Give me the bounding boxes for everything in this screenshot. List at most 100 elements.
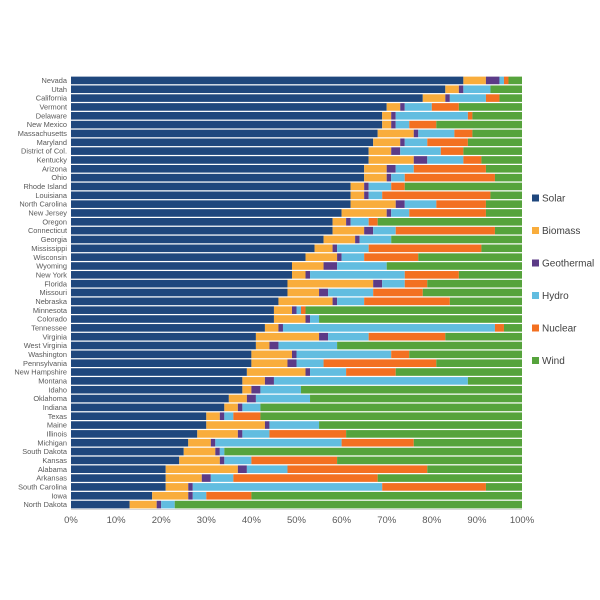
bar-segment-michigan-solar (71, 438, 189, 447)
bar-segment-ohio-nuclear (404, 173, 495, 182)
x-tick-label: 80% (422, 515, 442, 526)
bar-row-massachusetts (71, 129, 522, 138)
bar-segment-california-hydro (449, 94, 486, 102)
bar-row-new-mexico (71, 120, 522, 129)
bar-segment-minnesota-solar (71, 306, 274, 314)
bar-segment-montana-hydro (273, 377, 468, 385)
bar-segment-michigan-wind (413, 438, 522, 447)
bar-segment-maryland-hydro (404, 138, 428, 147)
bar-segment-alabama-nuclear (287, 465, 428, 474)
bar-segment-california-solar (71, 94, 423, 102)
bar-segment-connecticut-solar (71, 226, 333, 235)
bar-row-colorado (71, 315, 522, 323)
bar-row-pennsylvania (71, 359, 522, 367)
category-label: Missouri (39, 288, 67, 297)
bar-segment-north-carolina-hydro (404, 200, 437, 208)
bar-segment-oklahoma-wind (310, 394, 522, 403)
bar-segment-new-jersey-wind (485, 209, 522, 217)
category-label: South Carolina (18, 483, 68, 492)
bar-segment-idaho-wind (301, 385, 522, 394)
bar-segment-tennessee-hydro (282, 324, 495, 332)
bar-segment-florida-hydro (382, 279, 405, 288)
bar-segment-illinois-nuclear (269, 430, 347, 438)
bar-segment-idaho-solar (71, 385, 243, 394)
bar-row-south-carolina (71, 483, 522, 491)
bar-segment-vermont-nuclear (431, 103, 459, 111)
bar-segment-maryland-solar (71, 138, 374, 147)
bar-segment-arkansas-nuclear (233, 474, 378, 482)
x-tick-label: 40% (242, 515, 262, 526)
bar-segment-georgia-hydro (359, 235, 392, 244)
bar-segment-maryland-nuclear (427, 138, 468, 147)
bar-row-oklahoma (71, 394, 522, 403)
bar-segment-nebraska-wind (449, 297, 522, 306)
bar-segment-oregon-nuclear (368, 218, 378, 226)
bar-segment-south-dakota-solar (71, 447, 184, 456)
bar-segment-wisconsin-geothermal (337, 253, 342, 261)
category-label: Virginia (42, 332, 67, 341)
bar-segment-pennsylvania-biomass (251, 359, 288, 367)
bar-row-utah (71, 85, 522, 94)
bar-segment-nevada-geothermal (485, 76, 500, 85)
legend-label: Biomass (542, 226, 580, 237)
bar-segment-texas-geothermal (219, 412, 225, 421)
bar-segment-tennessee-geothermal (278, 324, 283, 332)
bar-segment-pennsylvania-nuclear (323, 359, 437, 367)
category-label: California (36, 94, 68, 103)
category-label: North Dakota (23, 500, 67, 509)
bar-segment-west-virginia-biomass (255, 341, 270, 350)
bar-segment-nevada-solar (71, 76, 464, 85)
bar-segment-new-york-geothermal (305, 271, 311, 279)
bar-segment-new-york-hydro (310, 271, 405, 279)
category-label: New York (36, 270, 68, 279)
bar-segment-vermont-wind (458, 103, 522, 111)
bar-segment-iowa-solar (71, 491, 153, 500)
bar-segment-kentucky-wind (481, 156, 522, 164)
category-label: Georgia (41, 235, 68, 244)
bar-segment-mississippi-geothermal (332, 244, 338, 253)
bar-segment-utah-geothermal (458, 85, 464, 94)
bar-segment-florida-solar (71, 279, 288, 288)
bar-segment-vermont-biomass (386, 103, 401, 111)
bar-segment-massachusetts-hydro (418, 129, 455, 138)
bar-segment-new-mexico-hydro (395, 120, 410, 129)
category-label: Rhode Island (23, 182, 67, 191)
bar-segment-district-of-col-biomass (368, 147, 392, 155)
x-tick-label: 50% (287, 515, 307, 526)
bar-segment-new-mexico-biomass (382, 120, 392, 129)
bar-segment-montana-solar (71, 377, 243, 385)
bar-segment-west-virginia-geothermal (269, 341, 279, 350)
bar-segment-kentucky-solar (71, 156, 369, 164)
legend-item-wind: Wind (532, 356, 565, 367)
bar-segment-new-hampshire-hydro (310, 368, 347, 376)
bar-row-north-dakota (71, 500, 523, 509)
bar-segment-washington-wind (409, 350, 522, 359)
bar-segment-louisiana-hydro (368, 191, 383, 200)
bar-segment-new-hampshire-geothermal (305, 368, 311, 376)
category-label: Ohio (51, 173, 67, 182)
bar-segment-nevada-biomass (463, 76, 486, 85)
bar-row-nebraska (71, 297, 522, 306)
bar-row-wyoming (71, 262, 522, 270)
bar-row-arizona (71, 164, 522, 173)
bar-row-minnesota (71, 306, 522, 314)
category-label: Louisiana (35, 191, 68, 200)
bar-segment-minnesota-wind (305, 306, 522, 314)
bar-segment-north-dakota-wind (174, 500, 523, 509)
bar-segment-north-dakota-solar (71, 500, 130, 509)
bar-segment-south-carolina-wind (485, 483, 522, 491)
category-label: New Mexico (27, 120, 67, 129)
bar-row-michigan (71, 438, 522, 447)
legend-item-geothermal: Geothermal (532, 259, 594, 270)
bar-segment-tennessee-nuclear (494, 324, 504, 332)
bar-segment-kansas-solar (71, 456, 180, 465)
bar-segment-tennessee-biomass (264, 324, 279, 332)
bar-row-kansas (71, 456, 522, 465)
bar-segment-vermont-hydro (404, 103, 432, 111)
legend: Solar Biomass Geothermal Hydro Nuclear Wind (532, 194, 594, 367)
bar-segment-rhode-island-solar (71, 182, 351, 191)
bar-segment-ohio-biomass (364, 173, 387, 182)
bar-segment-washington-biomass (251, 350, 292, 359)
bar-row-oregon (71, 218, 522, 226)
bar-segment-virginia-nuclear (368, 332, 446, 341)
